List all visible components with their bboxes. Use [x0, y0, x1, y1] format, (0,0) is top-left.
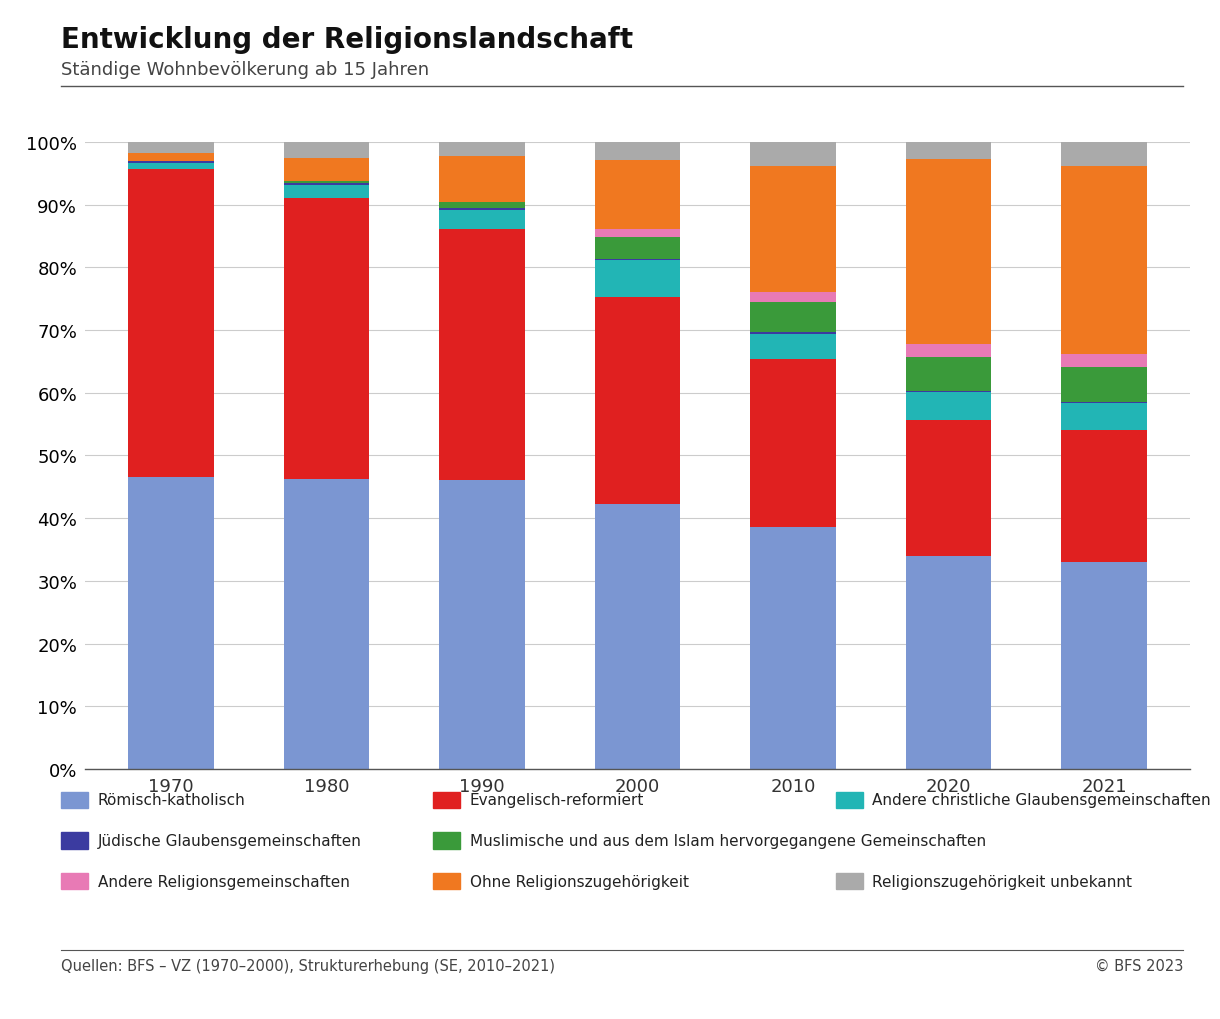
Text: Entwicklung der Religionslandschaft: Entwicklung der Religionslandschaft — [61, 25, 633, 53]
Bar — [750, 528, 836, 769]
Bar — [905, 391, 991, 392]
Text: Andere christliche Glaubensgemeinschaften: Andere christliche Glaubensgemeinschafte… — [872, 793, 1211, 807]
Bar — [905, 344, 991, 358]
Bar — [1061, 166, 1147, 355]
Bar — [284, 143, 370, 159]
Bar — [439, 209, 525, 211]
Bar — [439, 229, 525, 480]
Bar — [128, 477, 214, 769]
Bar — [750, 334, 836, 360]
Text: Ständige Wohnbevölkerung ab 15 Jahren: Ständige Wohnbevölkerung ab 15 Jahren — [61, 61, 429, 79]
Bar — [1061, 355, 1147, 368]
Text: Römisch-katholisch: Römisch-katholisch — [98, 793, 245, 807]
Bar — [439, 211, 525, 229]
Bar — [905, 557, 991, 769]
Bar — [905, 143, 991, 160]
Bar — [1061, 368, 1147, 403]
Bar — [594, 260, 681, 261]
Bar — [750, 167, 836, 293]
Bar — [905, 358, 991, 391]
Text: Religionszugehörigkeit unbekannt: Religionszugehörigkeit unbekannt — [872, 874, 1132, 889]
Bar — [594, 143, 681, 161]
Text: Andere Religionsgemeinschaften: Andere Religionsgemeinschaften — [98, 874, 349, 889]
Bar — [284, 185, 370, 199]
Bar — [1061, 562, 1147, 769]
Bar — [1061, 431, 1147, 562]
Bar — [284, 184, 370, 185]
Bar — [750, 303, 836, 333]
Text: Ohne Religionszugehörigkeit: Ohne Religionszugehörigkeit — [470, 874, 689, 889]
Bar — [594, 504, 681, 769]
Bar — [128, 164, 214, 170]
Bar — [905, 160, 991, 344]
Bar — [284, 199, 370, 480]
Bar — [594, 229, 681, 237]
Bar — [439, 203, 525, 209]
Text: Muslimische und aus dem Islam hervorgegangene Gemeinschaften: Muslimische und aus dem Islam hervorgega… — [470, 834, 986, 848]
Text: Quellen: BFS – VZ (1970–2000), Strukturerhebung (SE, 2010–2021): Quellen: BFS – VZ (1970–2000), Strukture… — [61, 958, 555, 973]
Bar — [905, 420, 991, 557]
Bar — [1061, 143, 1147, 166]
Bar — [284, 480, 370, 769]
Bar — [128, 162, 214, 164]
Bar — [439, 143, 525, 157]
Bar — [284, 182, 370, 184]
Bar — [750, 143, 836, 167]
Bar — [128, 154, 214, 162]
Text: © BFS 2023: © BFS 2023 — [1096, 958, 1183, 973]
Bar — [128, 143, 214, 154]
Bar — [750, 293, 836, 303]
Bar — [750, 360, 836, 528]
Bar — [594, 261, 681, 298]
Bar — [1061, 403, 1147, 404]
Bar — [439, 480, 525, 769]
Bar — [439, 157, 525, 203]
Bar — [905, 392, 991, 420]
Text: Jüdische Glaubensgemeinschaften: Jüdische Glaubensgemeinschaften — [98, 834, 361, 848]
Text: Evangelisch-reformiert: Evangelisch-reformiert — [470, 793, 644, 807]
Bar — [750, 333, 836, 334]
Bar — [594, 237, 681, 260]
Bar — [594, 298, 681, 504]
Bar — [594, 161, 681, 229]
Bar — [1061, 404, 1147, 431]
Bar — [284, 159, 370, 182]
Bar — [128, 170, 214, 477]
